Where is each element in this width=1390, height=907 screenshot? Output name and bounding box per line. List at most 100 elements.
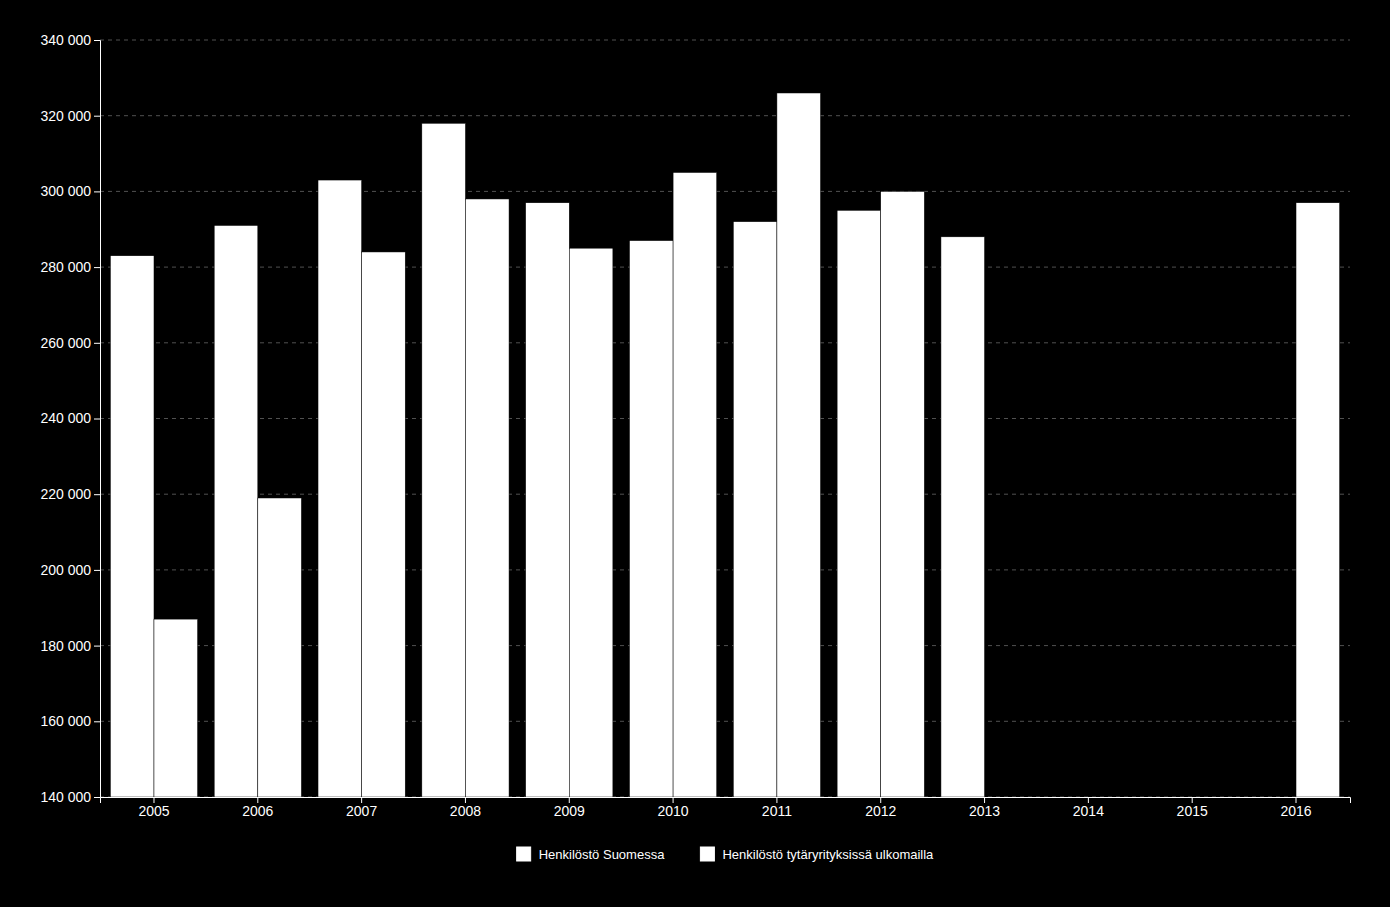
y-tick: 260 000	[40, 335, 100, 351]
y-tick-mark	[94, 267, 100, 268]
bars	[110, 93, 1339, 797]
bar	[214, 225, 258, 797]
x-tick: 2006	[242, 797, 273, 819]
y-tick-mark	[94, 646, 100, 647]
x-tick-label: 2007	[346, 803, 377, 819]
bar	[881, 191, 925, 797]
bar	[941, 237, 985, 797]
grid-line	[100, 418, 1350, 419]
x-tick-label: 2006	[242, 803, 273, 819]
x-tick: 2014	[1073, 797, 1104, 819]
legend-label: Henkilöstö Suomessa	[539, 847, 665, 862]
x-tick: 2008	[450, 797, 481, 819]
background	[0, 0, 1390, 907]
x-tick: 2010	[658, 797, 689, 819]
x-tick: 2015	[1177, 797, 1208, 819]
bar	[422, 123, 466, 797]
x-tick-label: 2014	[1073, 803, 1104, 819]
x-tick-label: 2010	[658, 803, 689, 819]
grid	[100, 40, 1350, 797]
grid-line	[100, 267, 1350, 268]
bar	[569, 248, 613, 797]
grid-line	[100, 342, 1350, 343]
y-tick-label: 140 000	[40, 789, 91, 805]
plot: 140 000 160 000 180 000 200 000 220 000 240 0…	[40, 32, 1350, 819]
y-tick: 220 000	[40, 486, 100, 502]
y-tick-label: 220 000	[40, 486, 91, 502]
y-tick-mark	[94, 343, 100, 344]
bar	[362, 252, 406, 797]
x-tick: 2007	[346, 797, 377, 819]
y-tick-mark	[94, 40, 100, 41]
x-tick-label: 2005	[138, 803, 169, 819]
chart-svg: 140 000 160 000 180 000 200 000 220 000 240 0…	[0, 0, 1390, 907]
y-tick: 320 000	[40, 108, 100, 124]
y-axis: 140 000 160 000 180 000 200 000 220 000 240 0…	[40, 32, 100, 805]
y-tick-label: 260 000	[40, 335, 91, 351]
y-tick-mark	[94, 570, 100, 571]
bar	[526, 203, 570, 797]
bar	[318, 180, 362, 797]
y-tick-mark	[94, 494, 100, 495]
x-tick-label: 2012	[865, 803, 896, 819]
legend-item: Henkilöstö tytäryrityksissä ulkomailla	[700, 847, 934, 862]
y-tick: 240 000	[40, 410, 100, 426]
bar	[733, 222, 777, 797]
y-tick-label: 180 000	[40, 638, 91, 654]
y-tick-label: 340 000	[40, 32, 91, 48]
x-tick: 2011	[762, 797, 792, 819]
x-tick-label: 2013	[969, 803, 1000, 819]
bar	[465, 199, 509, 797]
x-tick: 2012	[865, 797, 896, 819]
x-axis-line	[101, 798, 1351, 804]
grid-line	[100, 191, 1350, 192]
x-tick: 2005	[138, 797, 169, 819]
y-tick: 300 000	[40, 183, 100, 199]
bar	[1296, 203, 1340, 797]
x-tick: 2009	[554, 797, 585, 819]
grid-line	[100, 115, 1350, 116]
legend-swatch	[517, 847, 531, 861]
y-tick-mark	[94, 191, 100, 192]
y-tick-mark	[94, 797, 100, 798]
bar	[258, 498, 302, 797]
y-tick: 340 000	[40, 32, 100, 48]
bar-series	[110, 123, 984, 797]
x-tick-label: 2011	[762, 803, 792, 819]
y-axis-line	[94, 41, 101, 798]
legend: Henkilöstö Suomessa Henkilöstö tytäryrity…	[517, 847, 934, 862]
y-tick-label: 300 000	[40, 183, 91, 199]
y-tick-mark	[94, 116, 100, 117]
y-tick-label: 160 000	[40, 713, 91, 729]
bar	[154, 619, 198, 797]
bar	[777, 93, 821, 797]
x-tick: 2016	[1280, 797, 1311, 819]
grid-line	[100, 494, 1350, 495]
x-tick-label: 2016	[1280, 803, 1311, 819]
x-tick-label: 2008	[450, 803, 481, 819]
bar	[629, 241, 673, 797]
y-tick-label: 280 000	[40, 259, 91, 275]
legend-item: Henkilöstö Suomessa	[517, 847, 665, 862]
y-tick: 200 000	[40, 562, 100, 578]
y-tick: 160 000	[40, 713, 100, 729]
x-axis: 2005 2006 2007 2008 2009 2010 2011 2012 2013 2014…	[101, 797, 1351, 819]
bar	[837, 210, 881, 797]
x-tick: 2013	[969, 797, 1000, 819]
chart-container: 140 000 160 000 180 000 200 000 220 000 240 0…	[0, 0, 1390, 907]
bar	[673, 172, 717, 797]
x-tick-label: 2009	[554, 803, 585, 819]
y-tick: 140 000	[40, 789, 100, 805]
y-tick-mark	[94, 419, 100, 420]
y-tick: 180 000	[40, 638, 100, 654]
bar	[110, 256, 154, 797]
y-tick-mark	[94, 721, 100, 722]
grid-line	[100, 40, 1350, 41]
y-tick-label: 240 000	[40, 410, 91, 426]
y-tick: 280 000	[40, 259, 100, 275]
bar-series	[154, 93, 1340, 797]
legend-swatch	[700, 847, 714, 861]
y-tick-label: 320 000	[40, 108, 91, 124]
legend-label: Henkilöstö tytäryrityksissä ulkomailla	[722, 847, 934, 862]
y-tick-label: 200 000	[40, 562, 91, 578]
